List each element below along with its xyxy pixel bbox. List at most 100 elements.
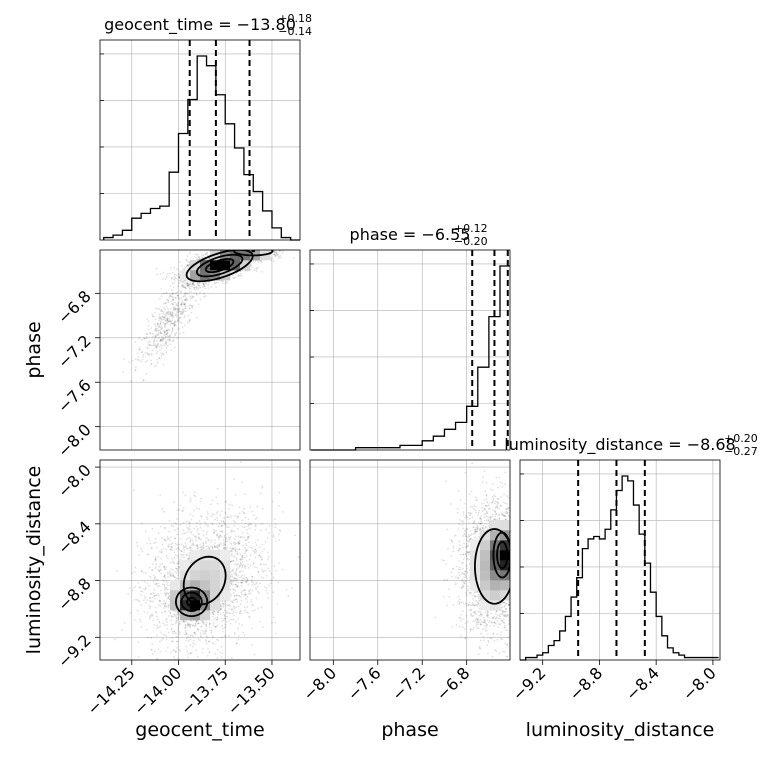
scatter-geocent_time-vs-luminosity_distance-point-1696 (273, 565, 276, 568)
scatter-geocent_time-vs-luminosity_distance-point-2104 (217, 639, 220, 642)
scatter-geocent_time-vs-phase-point-2380 (158, 357, 161, 360)
scatter-geocent_time-vs-luminosity_distance-point-1284 (185, 548, 188, 550)
scatter-geocent_time-vs-luminosity_distance-point-53 (236, 559, 238, 561)
scatter-geocent_time-vs-luminosity_distance-point-1827 (188, 557, 191, 560)
scatter-geocent_time-vs-phase-point-2259 (255, 248, 257, 250)
scatter-geocent_time-vs-phase-point-1042 (162, 338, 165, 341)
scatter-geocent_time-vs-luminosity_distance-point-1048 (188, 623, 191, 626)
scatter-geocent_time-vs-luminosity_distance-point-221 (149, 614, 152, 617)
scatter-geocent_time-vs-luminosity_distance-point-556 (143, 610, 146, 613)
scatter-geocent_time-vs-luminosity_distance-point-1921 (263, 585, 266, 588)
scatter-geocent_time-vs-luminosity_distance-point-1361 (164, 601, 167, 604)
scatter-geocent_time-vs-luminosity_distance-point-319 (163, 607, 166, 609)
scatter-geocent_time-vs-luminosity_distance-point-945 (235, 569, 238, 572)
scatter-geocent_time-vs-luminosity_distance-point-853 (235, 568, 238, 570)
scatter-geocent_time-vs-luminosity_distance-point-1162 (191, 624, 194, 627)
scatter-geocent_time-vs-phase-point-870 (245, 245, 247, 247)
scatter-geocent_time-vs-luminosity_distance-point-1957 (253, 583, 256, 586)
scatter-geocent_time-vs-luminosity_distance-point-1195 (272, 591, 275, 594)
scatter-geocent_time-vs-luminosity_distance-point-78 (244, 593, 247, 596)
scatter-geocent_time-vs-phase-point-809 (174, 321, 177, 324)
scatter-geocent_time-vs-luminosity_distance-point-2082 (155, 563, 158, 565)
scatter-geocent_time-vs-luminosity_distance-point-2138 (164, 539, 167, 542)
scatter-geocent_time-vs-phase-point-2195 (173, 322, 176, 325)
scatter-geocent_time-vs-luminosity_distance-point-939 (154, 597, 157, 600)
scatter-geocent_time-vs-luminosity_distance-point-257 (242, 631, 245, 634)
scatter-geocent_time-vs-luminosity_distance-point-2145 (227, 604, 230, 607)
scatter-geocent_time-vs-luminosity_distance-point-818 (156, 657, 158, 660)
scatter-geocent_time-vs-phase-point-1093 (247, 243, 249, 245)
scatter-geocent_time-vs-luminosity_distance-point-1112 (255, 544, 258, 547)
scatter-geocent_time-vs-luminosity_distance-point-172 (140, 594, 142, 596)
scatter-geocent_time-vs-luminosity_distance-point-647 (194, 643, 196, 646)
scatter-geocent_time-vs-phase-point-1675 (171, 302, 174, 305)
scatter-geocent_time-vs-luminosity_distance-point-1467 (167, 610, 170, 612)
scatter-geocent_time-vs-luminosity_distance-point-309 (162, 602, 165, 605)
scatter-geocent_time-vs-phase-point-149 (149, 331, 152, 334)
scatter-geocent_time-vs-phase-point-1921 (143, 337, 146, 340)
scatter-geocent_time-vs-phase-point-178 (229, 248, 231, 250)
scatter-geocent_time-vs-phase-point-973 (164, 336, 167, 338)
scatter-geocent_time-vs-phase-point-2522 (247, 244, 249, 246)
scatter-geocent_time-vs-luminosity_distance-point-184 (202, 546, 205, 549)
scatter-geocent_time-vs-phase-point-548 (280, 256, 283, 259)
scatter-geocent_time-vs-phase-point-2447 (165, 298, 168, 301)
scatter-geocent_time-vs-luminosity_distance-point-817 (160, 602, 163, 605)
scatter-geocent_time-vs-phase-point-52 (182, 301, 185, 304)
scatter-geocent_time-vs-luminosity_distance-point-1419 (208, 651, 210, 654)
scatter-geocent_time-vs-luminosity_distance-point-1608 (252, 563, 255, 566)
scatter-geocent_time-vs-luminosity_distance-point-1803 (144, 572, 147, 574)
scatter-geocent_time-vs-luminosity_distance-point-1326 (147, 553, 150, 556)
scatter-geocent_time-vs-phase-point-2501 (279, 250, 281, 252)
scatter-geocent_time-vs-phase-point-876 (266, 246, 268, 248)
scatter-geocent_time-vs-phase-point-1618 (144, 352, 147, 354)
scatter-geocent_time-vs-luminosity_distance-point-979 (172, 624, 174, 626)
scatter-geocent_time-vs-luminosity_distance-point-898 (222, 611, 225, 614)
scatter-geocent_time-vs-phase-point-1223 (273, 250, 275, 253)
scatter-geocent_time-vs-phase-point-585 (182, 284, 184, 287)
scatter-geocent_time-vs-phase-point-2392 (293, 257, 295, 259)
scatter-geocent_time-vs-luminosity_distance-point-2001 (130, 572, 133, 575)
scatter-geocent_time-vs-luminosity_distance-point-1378 (216, 638, 218, 641)
scatter-geocent_time-vs-luminosity_distance-point-918 (158, 620, 161, 623)
scatter-geocent_time-vs-luminosity_distance-point-1685 (185, 620, 188, 623)
scatter-geocent_time-vs-luminosity_distance-point-1501 (189, 538, 192, 541)
scatter-geocent_time-vs-luminosity_distance-point-2135 (226, 533, 228, 536)
scatter-geocent_time-vs-phase-point-2594 (173, 309, 175, 312)
scatter-geocent_time-vs-phase-point-1521 (157, 325, 160, 328)
scatter-geocent_time-vs-phase-point-2428 (169, 285, 172, 288)
scatter-geocent_time-vs-phase-point-2147 (146, 318, 149, 321)
scatter-geocent_time-vs-phase-point-1665 (256, 246, 258, 248)
scatter-geocent_time-vs-phase-point-2417 (189, 251, 192, 254)
scatter-geocent_time-vs-phase-point-2143 (192, 296, 194, 298)
scatter-geocent_time-vs-luminosity_distance-point-568 (172, 616, 175, 618)
scatter-geocent_time-vs-phase-point-2156 (190, 283, 193, 286)
scatter-geocent_time-vs-phase-point-979 (236, 248, 238, 250)
scatter-geocent_time-vs-luminosity_distance-point-1049 (159, 670, 161, 672)
scatter-geocent_time-vs-luminosity_distance-point-741 (206, 511, 209, 513)
scatter-geocent_time-vs-luminosity_distance-point-554 (253, 514, 255, 517)
scatter-geocent_time-vs-luminosity_distance-point-272 (277, 562, 280, 565)
scatter-geocent_time-vs-phase-point-2469 (257, 261, 260, 264)
scatter-geocent_time-vs-phase-point-386 (177, 314, 180, 317)
scatter-geocent_time-vs-phase-point-2065 (225, 247, 227, 249)
scatter-geocent_time-vs-phase-point-1955 (145, 373, 148, 375)
scatter-geocent_time-vs-phase-point-1189 (184, 299, 187, 302)
scatter-geocent_time-vs-luminosity_distance-point-246 (253, 653, 256, 656)
scatter-geocent_time-vs-luminosity_distance-point-792 (184, 545, 187, 548)
scatter-geocent_time-vs-luminosity_distance-point-199 (199, 632, 202, 635)
scatter-geocent_time-vs-phase-point-570 (134, 369, 137, 371)
scatter-geocent_time-vs-phase-point-238 (156, 273, 159, 276)
scatter-geocent_time-vs-phase-point-2292 (166, 272, 169, 275)
scatter-geocent_time-vs-phase-point-678 (149, 332, 152, 335)
scatter-geocent_time-vs-luminosity_distance-point-1600 (174, 578, 177, 581)
scatter-geocent_time-vs-luminosity_distance-point-570 (142, 572, 145, 574)
scatter-geocent_time-vs-luminosity_distance-point-1845 (227, 635, 230, 637)
scatter-geocent_time-vs-luminosity_distance-point-1701 (219, 530, 222, 533)
scatter-geocent_time-vs-luminosity_distance-point-1342 (178, 508, 180, 511)
scatter-geocent_time-vs-luminosity_distance-point-211 (168, 604, 170, 607)
scatter-geocent_time-vs-phase-point-248 (269, 248, 271, 250)
scatter-geocent_time-vs-luminosity_distance-point-2273 (235, 642, 238, 645)
scatter-geocent_time-vs-luminosity_distance-point-1979 (262, 626, 264, 629)
scatter-geocent_time-vs-luminosity_distance-point-794 (232, 542, 235, 544)
